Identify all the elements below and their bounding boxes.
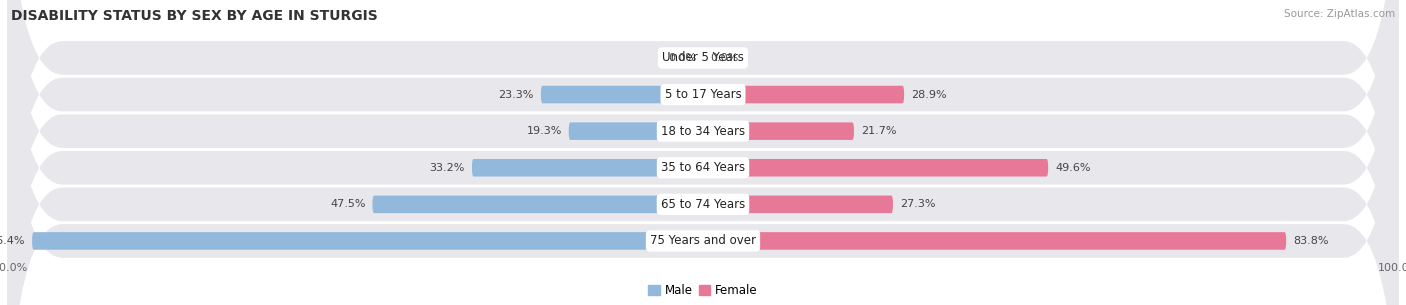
Bar	[702, 122, 703, 140]
FancyBboxPatch shape	[703, 232, 1286, 250]
Text: DISABILITY STATUS BY SEX BY AGE IN STURGIS: DISABILITY STATUS BY SEX BY AGE IN STURG…	[11, 9, 378, 23]
Text: 0.0%: 0.0%	[668, 53, 696, 63]
Text: 96.4%: 96.4%	[0, 236, 25, 246]
FancyBboxPatch shape	[7, 0, 1399, 305]
Text: 33.2%: 33.2%	[430, 163, 465, 173]
Text: 0.0%: 0.0%	[710, 53, 738, 63]
Text: 19.3%: 19.3%	[526, 126, 562, 136]
Text: 83.8%: 83.8%	[1294, 236, 1329, 246]
FancyBboxPatch shape	[7, 0, 1399, 305]
Bar	[703, 159, 704, 177]
Text: 23.3%: 23.3%	[499, 90, 534, 99]
Bar	[703, 122, 704, 140]
FancyBboxPatch shape	[7, 0, 1399, 305]
Text: 27.3%: 27.3%	[900, 199, 935, 209]
Text: 47.5%: 47.5%	[330, 199, 366, 209]
Text: 65 to 74 Years: 65 to 74 Years	[661, 198, 745, 211]
Bar	[703, 232, 704, 250]
FancyBboxPatch shape	[703, 122, 853, 140]
Text: 35 to 64 Years: 35 to 64 Years	[661, 161, 745, 174]
FancyBboxPatch shape	[703, 196, 893, 213]
Legend: Male, Female: Male, Female	[644, 279, 762, 302]
FancyBboxPatch shape	[32, 232, 703, 250]
FancyBboxPatch shape	[703, 159, 1049, 177]
FancyBboxPatch shape	[7, 0, 1399, 305]
FancyBboxPatch shape	[541, 86, 703, 103]
FancyBboxPatch shape	[568, 122, 703, 140]
FancyBboxPatch shape	[373, 196, 703, 213]
Text: 28.9%: 28.9%	[911, 90, 946, 99]
Bar	[702, 196, 703, 213]
Text: 21.7%: 21.7%	[860, 126, 897, 136]
Text: Under 5 Years: Under 5 Years	[662, 52, 744, 64]
Bar	[702, 159, 703, 177]
FancyBboxPatch shape	[7, 0, 1399, 305]
FancyBboxPatch shape	[703, 86, 904, 103]
FancyBboxPatch shape	[7, 0, 1399, 305]
Bar	[703, 196, 704, 213]
Bar	[702, 86, 703, 103]
FancyBboxPatch shape	[472, 159, 703, 177]
Bar	[703, 86, 704, 103]
Text: Source: ZipAtlas.com: Source: ZipAtlas.com	[1284, 9, 1395, 19]
Text: 5 to 17 Years: 5 to 17 Years	[665, 88, 741, 101]
Text: 18 to 34 Years: 18 to 34 Years	[661, 125, 745, 138]
Text: 49.6%: 49.6%	[1054, 163, 1091, 173]
Text: 75 Years and over: 75 Years and over	[650, 235, 756, 247]
Bar	[702, 232, 703, 250]
